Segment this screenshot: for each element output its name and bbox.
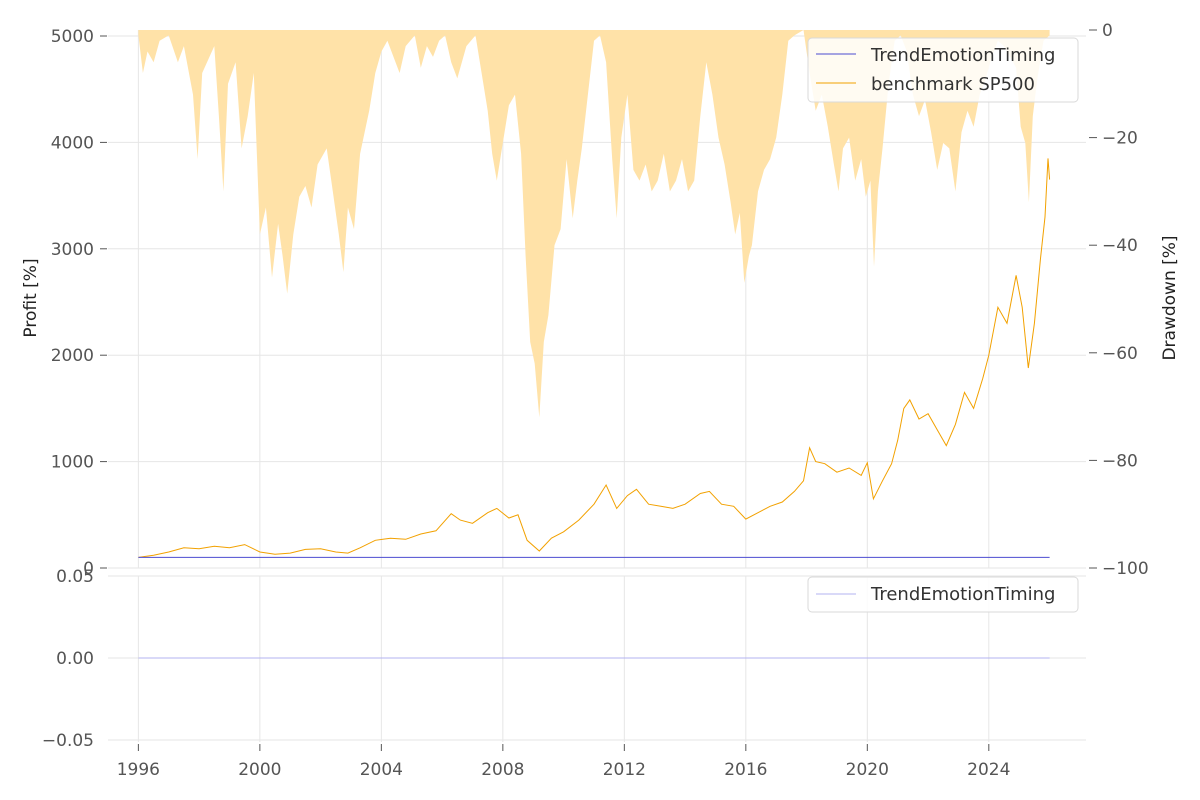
date-tick-label: 2016 xyxy=(724,760,767,780)
profit-axis-label: Profit [%] xyxy=(21,258,41,337)
signal-legend: TrendEmotionTiming xyxy=(807,576,1079,613)
legend-box xyxy=(807,576,1079,613)
drawdown-axis: −100 −80 −60 −40 −20 0 xyxy=(1089,21,1149,579)
signal-panel: −0.05 0.00 0.05 1996 2000 2004 2008 2012 2016 20… xyxy=(42,567,1086,780)
legend-box xyxy=(807,37,1079,103)
date-axis: 1996 2000 2004 2008 2012 2016 2020 2024 xyxy=(117,744,1010,780)
profit-tick-label: 0 xyxy=(83,559,94,579)
date-tick-label: 2012 xyxy=(603,760,646,780)
legend-label-strategy: TrendEmotionTiming xyxy=(870,45,1055,66)
profit-axis: 0 1000 2000 3000 4000 5000 xyxy=(51,27,107,579)
profit-tick-label: 4000 xyxy=(51,133,94,153)
drawdown-tick-label: −100 xyxy=(1102,559,1149,579)
date-tick-label: 2000 xyxy=(238,760,281,780)
profit-tick-label: 1000 xyxy=(51,453,94,473)
date-tick-label: 2004 xyxy=(360,760,403,780)
legend-label-benchmark: benchmark SP500 xyxy=(871,74,1035,95)
profit-legend: TrendEmotionTiming benchmark SP500 xyxy=(807,37,1079,103)
signal-tick-label: −0.05 xyxy=(42,731,94,751)
profit-tick-label: 2000 xyxy=(51,346,94,366)
benchmark-line xyxy=(138,158,1051,558)
date-tick-label: 1996 xyxy=(117,760,160,780)
drawdown-tick-label: −80 xyxy=(1102,451,1138,471)
signal-axis: −0.05 0.00 0.05 xyxy=(42,567,94,751)
drawdown-tick-label: 0 xyxy=(1102,21,1113,41)
drawdown-axis-label: Drawdown [%] xyxy=(1160,235,1180,360)
drawdown-tick-label: −40 xyxy=(1102,236,1138,256)
profit-panel: 0 1000 2000 3000 4000 5000 −100 −80 −60 −40 −20 0 … xyxy=(21,21,1180,579)
signal-tick-label: 0.05 xyxy=(56,567,94,587)
drawdown-tick-label: −20 xyxy=(1102,129,1138,149)
drawdown-tick-label: −60 xyxy=(1102,344,1138,364)
profit-tick-label: 3000 xyxy=(51,240,94,260)
date-tick-label: 2020 xyxy=(846,760,889,780)
date-tick-label: 2024 xyxy=(967,760,1010,780)
legend-label-signal: TrendEmotionTiming xyxy=(870,584,1055,605)
profit-tick-label: 5000 xyxy=(51,27,94,47)
signal-tick-label: 0.00 xyxy=(56,649,94,669)
date-tick-label: 2008 xyxy=(481,760,524,780)
